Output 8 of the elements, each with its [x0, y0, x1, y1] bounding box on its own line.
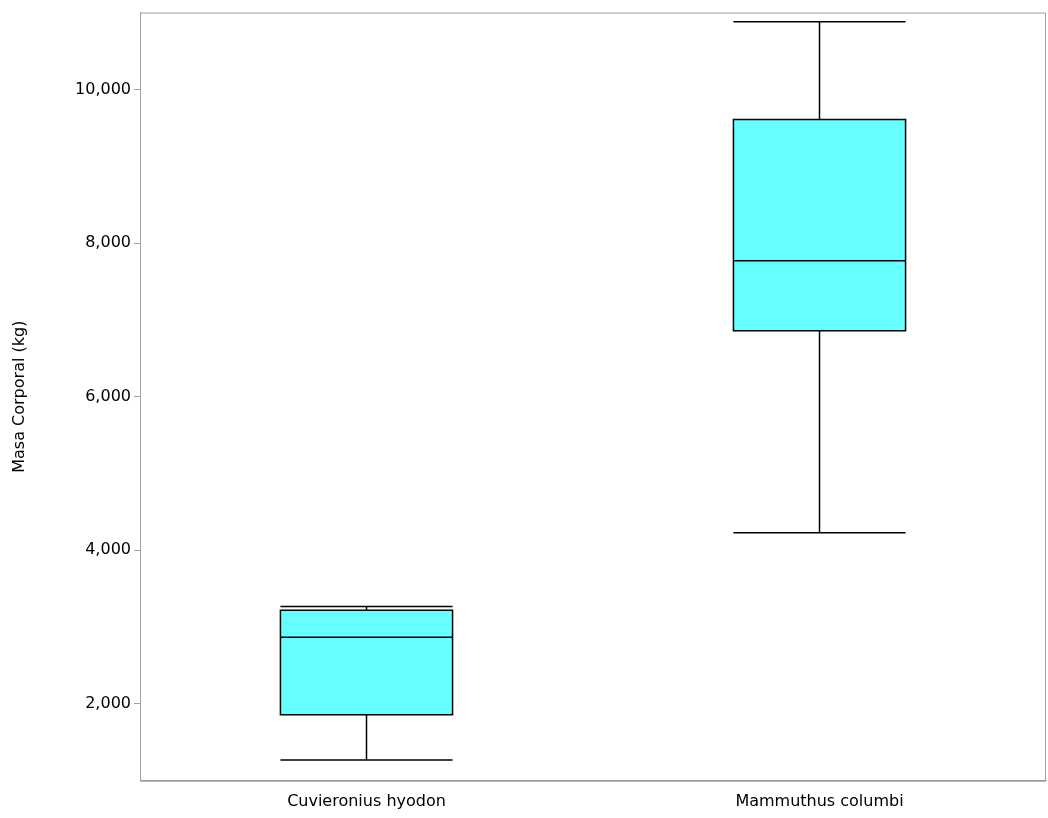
- y-tick-label: 10,000: [75, 78, 131, 98]
- y-axis-title: Masa Corporal (kg): [8, 320, 28, 473]
- x-tick-label: Cuvieronius hyodon: [287, 790, 446, 810]
- y-tick-label: 8,000: [85, 232, 131, 252]
- y-tick-label: 2,000: [85, 693, 131, 713]
- x-tick-label: Mammuthus columbi: [735, 790, 904, 810]
- y-tick-label: 4,000: [85, 539, 131, 559]
- y-tick-label: 6,000: [85, 385, 131, 405]
